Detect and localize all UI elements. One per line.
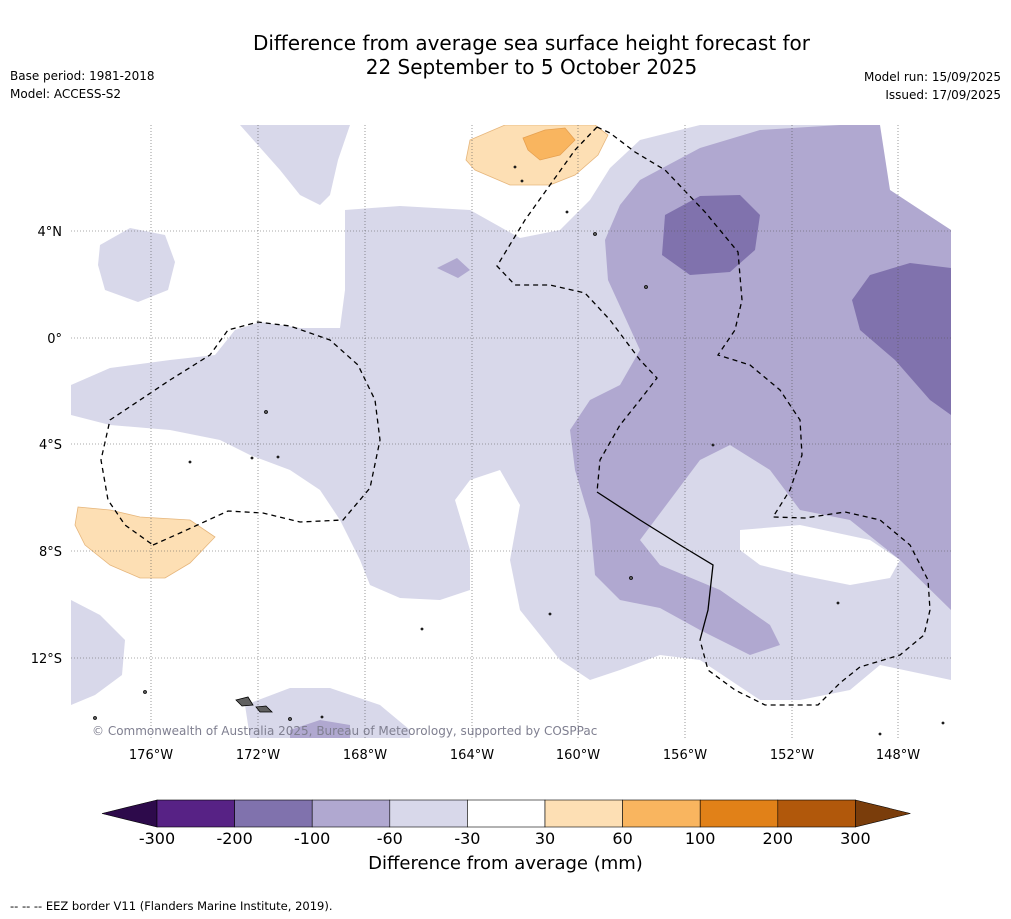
colorbar-segment xyxy=(156,799,235,828)
colorbar-segment xyxy=(389,799,468,828)
lon-label: 156°W xyxy=(663,748,707,763)
eez-legend: -- -- -- EEZ border V11 (Flanders Marine… xyxy=(10,899,333,913)
lon-label: 168°W xyxy=(343,748,387,763)
lon-label: 152°W xyxy=(770,748,814,763)
colorbar-segment xyxy=(311,799,391,828)
lon-label: 176°W xyxy=(129,748,173,763)
colorbar-extend-high xyxy=(855,799,911,828)
copyright-notice: © Commonwealth of Australia 2025, Bureau… xyxy=(92,724,598,738)
model-name: Model: ACCESS-S2 xyxy=(10,87,122,101)
colorbar-tick-label: -30 xyxy=(454,829,480,848)
colorbar-tick-label: -200 xyxy=(216,829,252,848)
base-period: Base period: 1981-2018 xyxy=(10,69,155,83)
contour-light-purple-west xyxy=(98,228,175,302)
contour-light-purple-nw xyxy=(240,125,350,205)
lat-label: 4°S xyxy=(39,438,62,453)
colorbar-segment xyxy=(777,799,856,828)
contour-white-gap-east xyxy=(740,525,900,585)
issued-date: Issued: 17/09/2025 xyxy=(885,88,1001,102)
colorbar-segment xyxy=(699,799,779,828)
meta-right: Model run: 15/09/2025 Issued: 17/09/2025 xyxy=(864,68,1001,104)
colorbar: -300 -200 -100 -60 -30 30 60 100 200 300 xyxy=(101,799,911,848)
meta-left: Base period: 1981-2018 Model: ACCESS-S2 xyxy=(10,67,155,103)
colorbar-segment xyxy=(234,799,313,828)
contour-peach-west xyxy=(74,506,216,579)
contour-white-gap-ne xyxy=(878,125,951,230)
model-run: Model run: 15/09/2025 xyxy=(863,70,1001,84)
lon-label: 148°W xyxy=(876,748,920,763)
title-line-1: Difference from average sea surface heig… xyxy=(252,31,811,55)
map-title: Difference from average sea surface heig… xyxy=(0,31,1011,79)
colorbar-tick-label: -100 xyxy=(294,829,330,848)
contour-dark-purple-north xyxy=(662,195,760,275)
contour-light-purple-south xyxy=(245,688,410,738)
colorbar-segment xyxy=(622,799,701,828)
colorbar-segment xyxy=(467,799,546,828)
map-area xyxy=(71,125,951,738)
contour-medium-purple-south xyxy=(290,720,350,738)
islands xyxy=(93,165,945,736)
lat-label: 8°S xyxy=(39,545,62,560)
contour-medium-purple xyxy=(570,125,951,655)
colorbar-tick-label: -300 xyxy=(139,829,175,848)
lon-label: 164°W xyxy=(450,748,494,763)
eez-border-solid xyxy=(596,491,714,641)
lon-axis-labels: 176°W 172°W 168°W 164°W 160°W 156°W 152°… xyxy=(129,748,920,763)
contour-medium-purple-small xyxy=(437,258,470,278)
eez-borders xyxy=(100,126,931,706)
contour-dark-purple-east xyxy=(852,263,951,415)
colorbar-tick-label: 300 xyxy=(840,829,871,848)
lat-label: 0° xyxy=(47,332,62,347)
lat-label: 12°S xyxy=(31,652,62,667)
contour-light-purple-sw xyxy=(71,600,125,705)
colorbar-label: Difference from average (mm) xyxy=(368,853,643,874)
colorbar-tick-label: 60 xyxy=(612,829,632,848)
colorbar-extend-low xyxy=(101,799,158,828)
gridlines xyxy=(71,125,951,738)
colorbar-tick-label: 200 xyxy=(763,829,794,848)
colorbar-tick-label: -60 xyxy=(377,829,403,848)
contour-orange-north xyxy=(522,127,576,161)
title-line-2: 22 September to 5 October 2025 xyxy=(365,55,698,79)
colorbar-segment xyxy=(544,799,623,828)
lat-label: 4°N xyxy=(38,225,63,240)
lat-axis-labels: 4°N 0° 4°S 8°S 12°S xyxy=(31,225,62,667)
colorbar-tick-label: 30 xyxy=(535,829,555,848)
colorbar-tick-label: 100 xyxy=(685,829,716,848)
lon-label: 160°W xyxy=(556,748,600,763)
lon-label: 172°W xyxy=(236,748,280,763)
